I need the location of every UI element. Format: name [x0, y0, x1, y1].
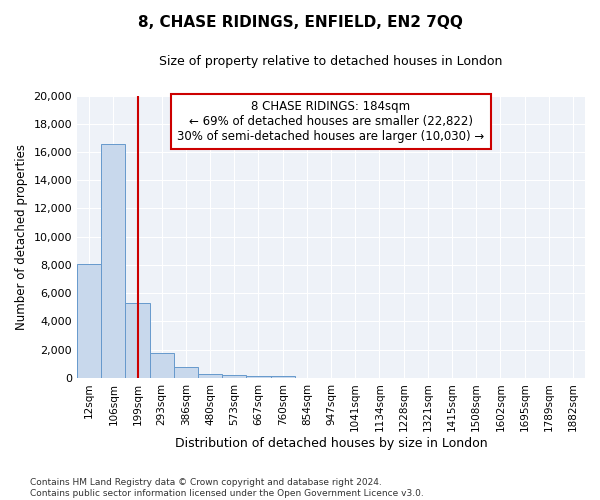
Text: Contains HM Land Registry data © Crown copyright and database right 2024.
Contai: Contains HM Land Registry data © Crown c… — [30, 478, 424, 498]
Y-axis label: Number of detached properties: Number of detached properties — [15, 144, 28, 330]
Bar — [174, 367, 198, 378]
Bar — [77, 264, 101, 378]
Bar — [149, 353, 174, 378]
X-axis label: Distribution of detached houses by size in London: Distribution of detached houses by size … — [175, 437, 487, 450]
Text: 8 CHASE RIDINGS: 184sqm
← 69% of detached houses are smaller (22,822)
30% of sem: 8 CHASE RIDINGS: 184sqm ← 69% of detache… — [178, 100, 485, 143]
Bar — [125, 303, 149, 378]
Bar — [271, 376, 295, 378]
Bar — [198, 374, 222, 378]
Bar — [247, 376, 271, 378]
Title: Size of property relative to detached houses in London: Size of property relative to detached ho… — [160, 55, 503, 68]
Text: 8, CHASE RIDINGS, ENFIELD, EN2 7QQ: 8, CHASE RIDINGS, ENFIELD, EN2 7QQ — [137, 15, 463, 30]
Bar — [101, 144, 125, 378]
Bar — [222, 375, 247, 378]
